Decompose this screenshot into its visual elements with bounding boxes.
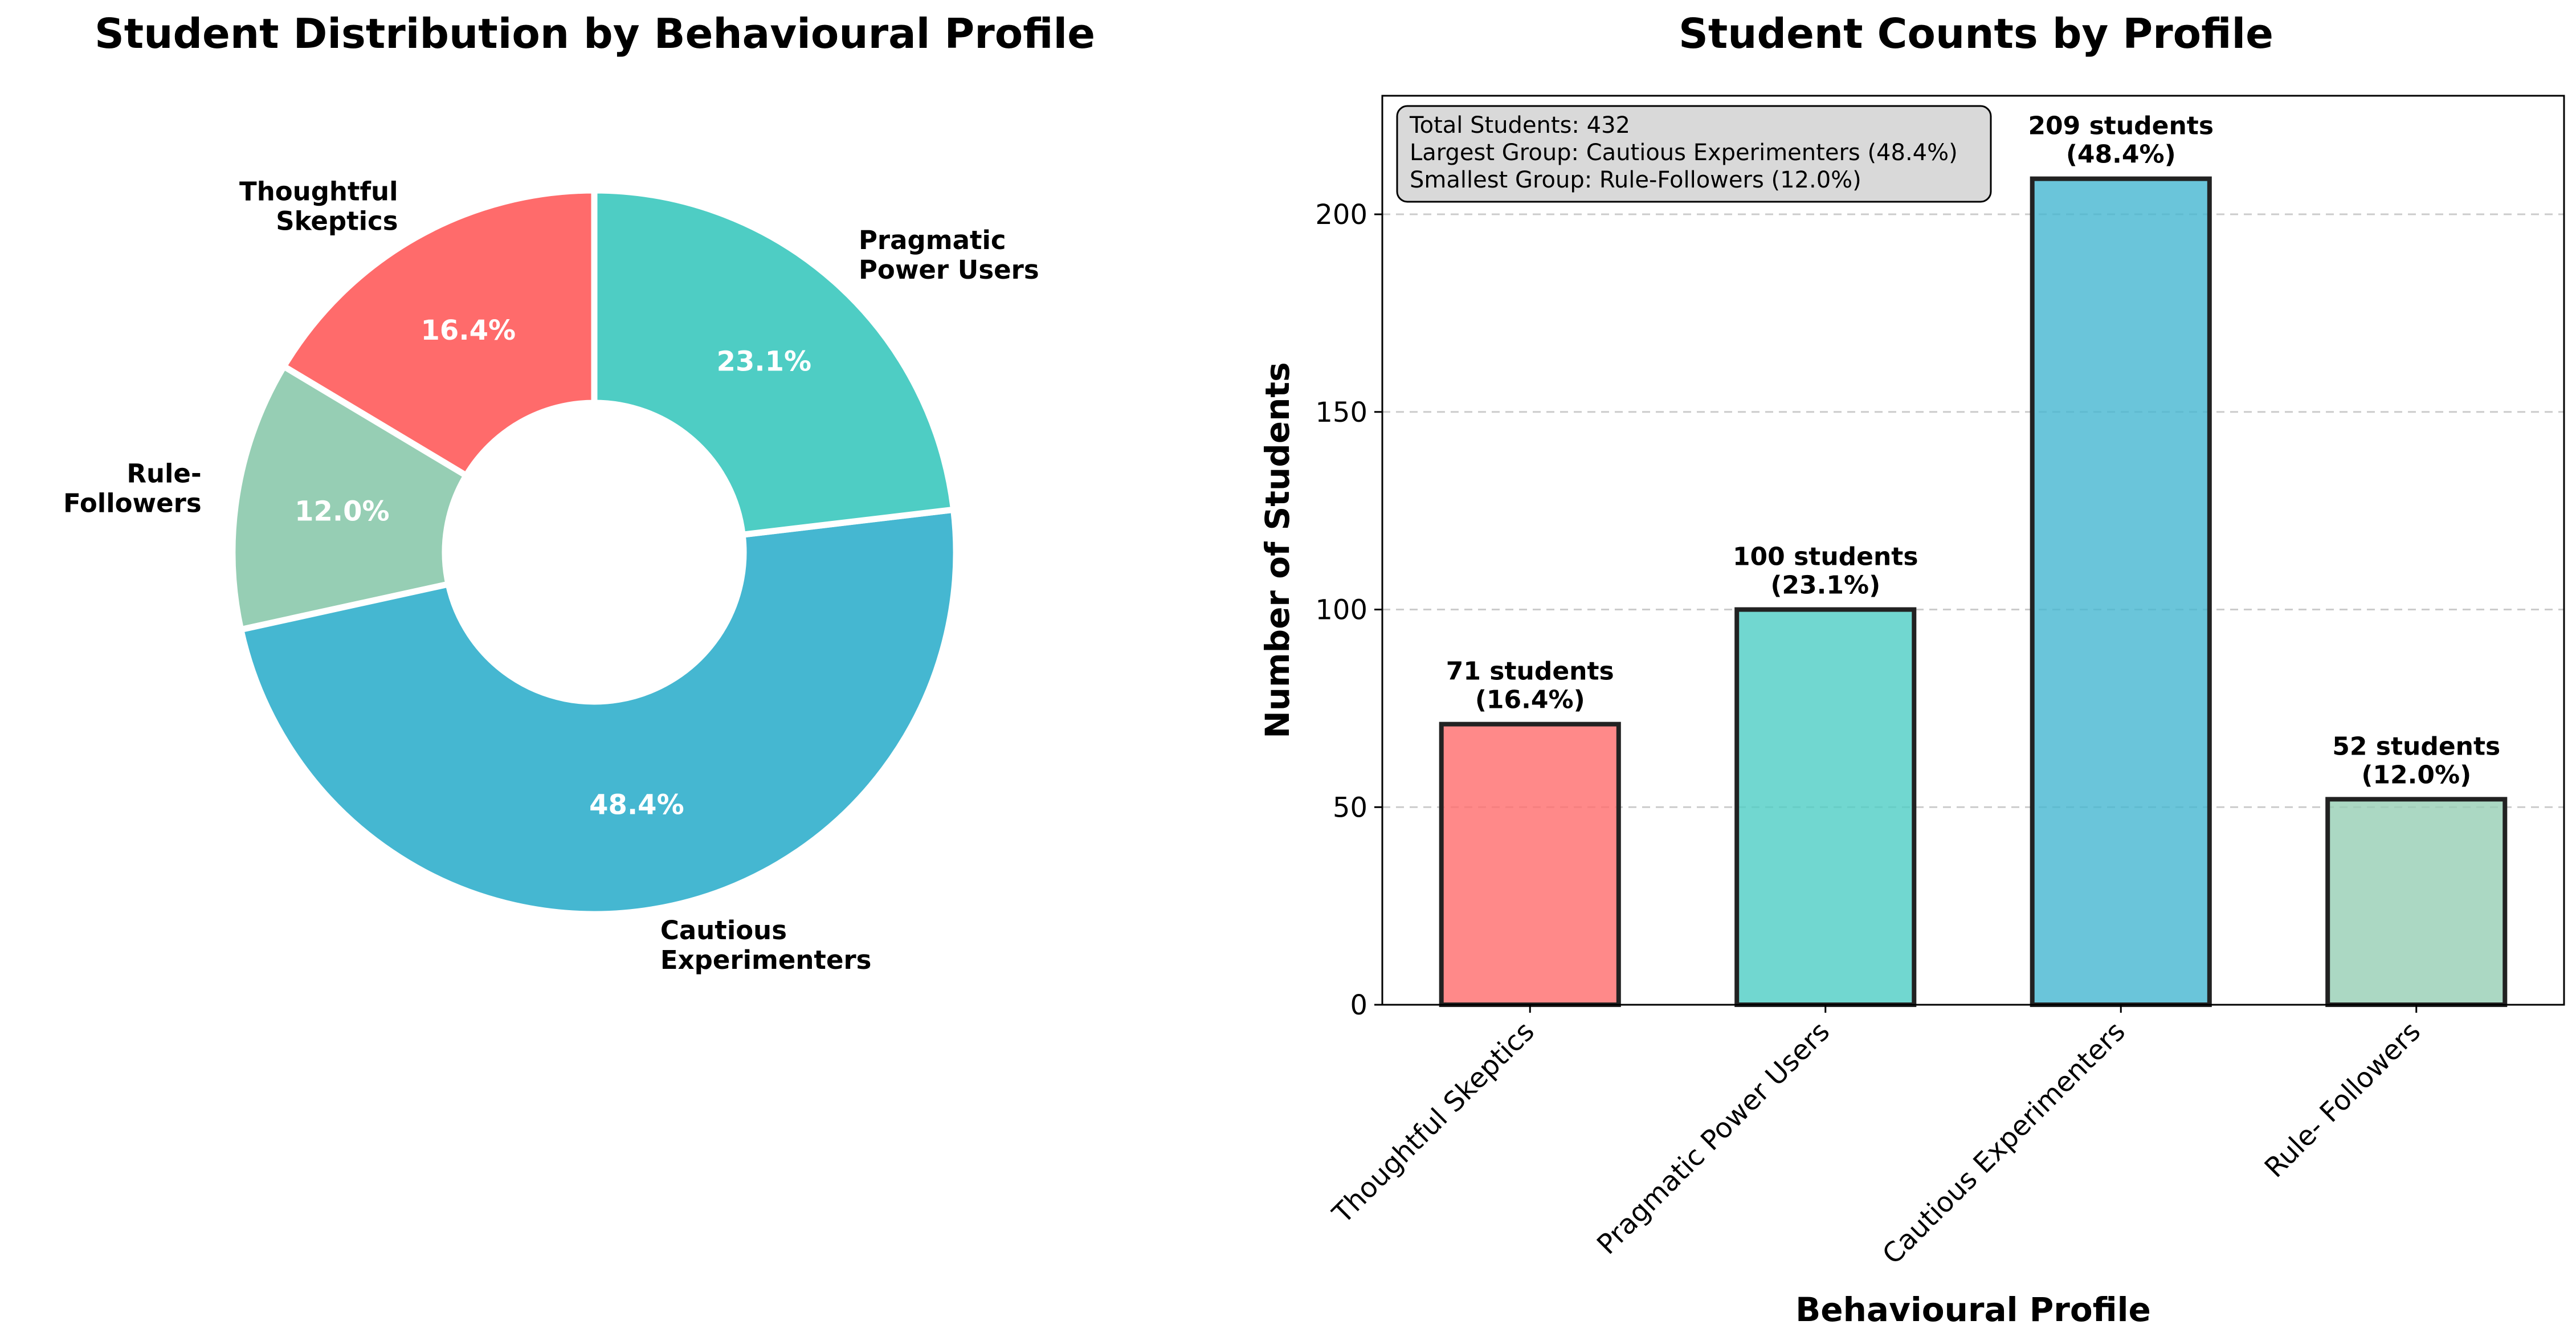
pie-chart-panel: Student Distribution by Behavioural Prof… xyxy=(63,10,1095,975)
pie-category-label: Pragmatic xyxy=(859,225,1006,255)
summary-info-box: Total Students: 432 Largest Group: Cauti… xyxy=(1396,105,1992,203)
pie-slices xyxy=(229,187,960,918)
pie-percent-label: 48.4% xyxy=(589,789,684,821)
pie-slice-thoughtful-skeptics xyxy=(280,187,598,479)
y-tick-label: 50 xyxy=(1333,792,1367,824)
y-tick-label: 150 xyxy=(1315,397,1367,429)
x-axis-title: Behavioural Profile xyxy=(1795,1290,2151,1329)
pie-category-label: Rule- xyxy=(126,458,201,488)
info-smallest-group: Smallest Group: Rule-Followers (12.0%) xyxy=(1410,167,1861,193)
pie-chart-title: Student Distribution by Behavioural Prof… xyxy=(95,10,1095,58)
bar-thoughtful-skeptics xyxy=(1439,722,1621,1008)
pie-category-label: Cautious xyxy=(660,915,787,945)
bar-value-label: 100 students xyxy=(1733,543,1918,572)
pie-category-label: Power Users xyxy=(859,255,1039,285)
bar-value-label: (12.0%) xyxy=(2361,760,2471,789)
y-tick-label: 0 xyxy=(1350,989,1367,1021)
pie-percent-label: 16.4% xyxy=(421,315,516,347)
info-box-background xyxy=(1396,105,1992,203)
x-tick-label: Thoughtful Skeptics xyxy=(1326,1016,1540,1230)
bar-chart-title: Student Counts by Profile xyxy=(1679,10,2273,58)
pie-category-label: Skeptics xyxy=(276,206,398,236)
bar-value-label: 209 students xyxy=(2028,112,2214,141)
bar-value-label: (16.4%) xyxy=(1475,686,1585,715)
x-axis-ticks: Thoughtful Skeptics Pragmatic Power Users… xyxy=(1326,1005,2427,1271)
pie-category-label: Followers xyxy=(63,488,202,518)
bar-series xyxy=(1439,176,2508,1008)
y-axis-title: Number of Students xyxy=(1258,362,1297,738)
y-axis-ticks: 0 50 100 150 200 xyxy=(1315,199,1382,1021)
info-total-students: Total Students: 432 xyxy=(1409,112,1630,138)
pie-slice-pragmatic-power-users xyxy=(591,187,957,538)
bar-cautious-experimenters xyxy=(2030,176,2212,1007)
plot-frame xyxy=(1381,95,2565,1006)
pie-slice-rule-followers xyxy=(229,363,470,633)
bar-value-labels: 71 students(16.4%) 100 students(23.1%) 209… xyxy=(1446,112,2500,790)
bar-rule-followers xyxy=(2325,797,2508,1008)
y-tick-label: 100 xyxy=(1315,594,1367,626)
bar-value-label: (48.4%) xyxy=(2066,140,2176,169)
bar-chart-panel: Student Counts by Profile 71 students(16… xyxy=(1258,10,2565,1329)
bar-gridlines xyxy=(1382,213,2564,808)
info-largest-group: Largest Group: Cautious Experimenters (4… xyxy=(1410,140,1958,166)
bar-value-label: 71 students xyxy=(1446,657,1614,686)
bar-value-label: (23.1%) xyxy=(1770,571,1880,600)
pie-category-label: Thoughtful xyxy=(239,176,398,206)
y-tick-label: 200 xyxy=(1315,199,1367,231)
pie-percent-label: 12.0% xyxy=(295,496,390,528)
x-tick-label: Pragmatic Power Users xyxy=(1591,1016,1836,1261)
bar-value-label: 52 students xyxy=(2332,732,2500,761)
x-tick-label: Rule- Followers xyxy=(2259,1016,2427,1184)
pie-category-label: Experimenters xyxy=(660,945,872,975)
x-tick-label: Cautious Experimenters xyxy=(1876,1016,2132,1271)
pie-percent-label: 23.1% xyxy=(717,346,812,378)
pie-slice-cautious-experimenters xyxy=(238,506,960,918)
bar-pragmatic-power-users xyxy=(1734,607,1917,1007)
